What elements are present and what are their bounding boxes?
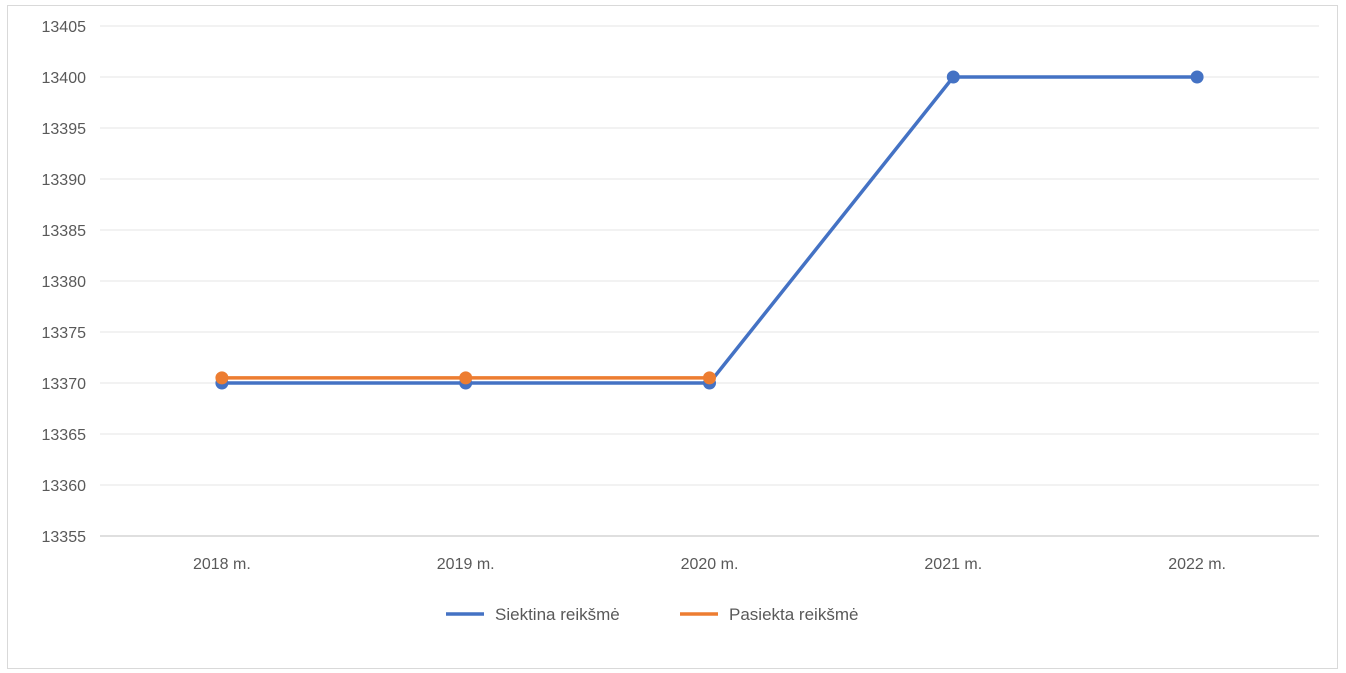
chart-frame: 13355 13360 13365 13370 13375 13380 13385 13390… <box>7 5 1338 669</box>
x-tick-label: 2021 m. <box>924 556 982 573</box>
series-lines <box>215 70 1204 390</box>
y-tick-label: 13385 <box>42 223 87 240</box>
legend: Siektina reikšmė Pasiekta reikšmė <box>446 605 858 624</box>
axis-labels: 13355 13360 13365 13370 13375 13380 13385 13390… <box>42 19 1227 573</box>
grid-lines <box>100 25 1319 537</box>
y-tick-label: 13390 <box>42 172 87 189</box>
y-tick-label: 13355 <box>42 529 87 546</box>
data-point-series-0-3 <box>946 70 960 84</box>
y-tick-label: 13360 <box>42 478 87 495</box>
data-point-series-0-4 <box>1190 70 1204 84</box>
x-tick-label: 2022 m. <box>1168 556 1226 573</box>
y-tick-label: 13375 <box>42 325 87 342</box>
y-tick-label: 13395 <box>42 121 87 138</box>
legend-label-0: Siektina reikšmė <box>495 605 620 624</box>
y-tick-label: 13365 <box>42 427 87 444</box>
y-tick-label: 13405 <box>42 19 87 36</box>
x-tick-label: 2019 m. <box>437 556 495 573</box>
line-chart: 13355 13360 13365 13370 13375 13380 13385 13390… <box>42 19 1319 624</box>
x-tick-label: 2020 m. <box>681 556 739 573</box>
legend-label-1: Pasiekta reikšmė <box>729 605 858 624</box>
data-point-series-1-1 <box>459 371 473 385</box>
data-point-series-1-0 <box>215 371 229 385</box>
y-tick-label: 13370 <box>42 376 87 393</box>
data-point-series-1-2 <box>703 371 716 385</box>
y-tick-label: 13400 <box>42 70 87 87</box>
y-tick-label: 13380 <box>42 274 87 291</box>
x-tick-label: 2018 m. <box>193 556 251 573</box>
